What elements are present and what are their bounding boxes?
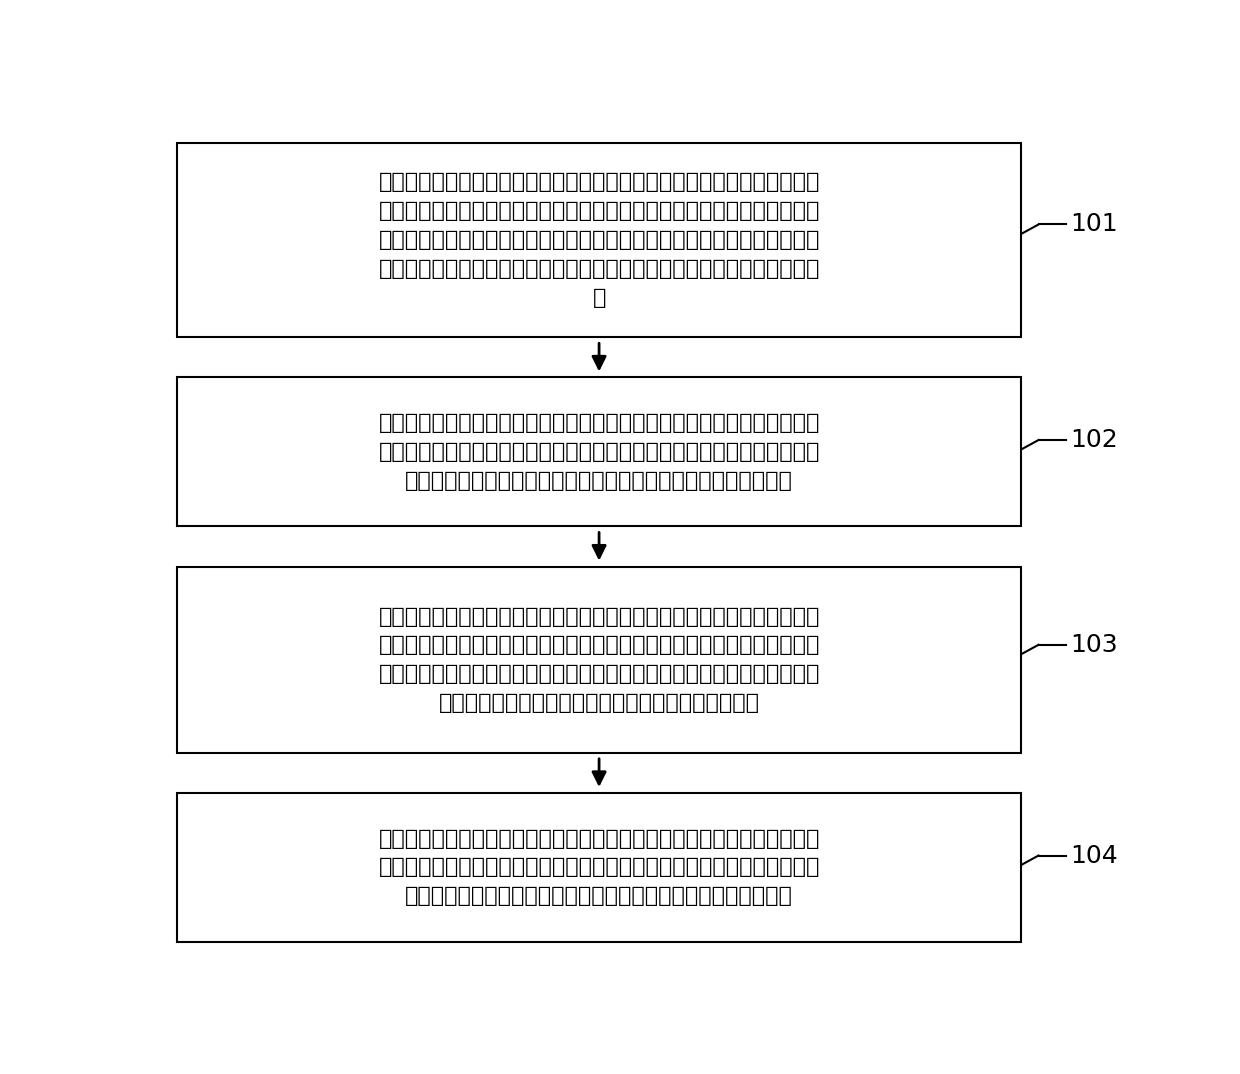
Text: 当第二目标天线发射校准信号，第一目标天线接收校准信号时，根据第二目
标天线中各天线对应的发射通道的幅相响应以及第二天线哑元的幅相响应的
差异值，分别确定第二目标: 当第二目标天线发射校准信号，第一目标天线接收校准信号时，根据第二目 标天线中各天…	[378, 607, 820, 713]
Text: 104: 104	[1070, 843, 1118, 868]
Text: 101: 101	[1070, 213, 1118, 236]
Text: 当天线阵列的第一目标天线发射校准信号，天线阵列的第二目标天线接收校
准信号时，根据第一目标天线中各天线对应的发射通道的幅相响应以及第三
天线哑元的幅相响应的差异: 当天线阵列的第一目标天线发射校准信号，天线阵列的第二目标天线接收校 准信号时，根…	[378, 173, 820, 307]
Bar	[176, 793, 1022, 942]
Text: 103: 103	[1070, 633, 1118, 657]
Text: 根据第二目标天线中各天线对应的接收通道的幅相响应以及第四天线哑元的
幅相响应的差异值，分别确定第二目标天线中各天线对应的接收通道的校准
补偿值，并对第二目标天线: 根据第二目标天线中各天线对应的接收通道的幅相响应以及第四天线哑元的 幅相响应的差…	[378, 413, 820, 491]
Text: 102: 102	[1070, 429, 1118, 452]
Bar	[176, 377, 1022, 526]
Bar	[176, 143, 1022, 337]
Bar	[176, 566, 1022, 753]
Text: 根据第一目标天线中各天线对应的接收通道的幅相响应以及第一天线哑元的
幅相响应的差异值，分别确定第一目标天线中各天线对应的接收通道的校准
补偿值，并对第一目标天线: 根据第一目标天线中各天线对应的接收通道的幅相响应以及第一天线哑元的 幅相响应的差…	[378, 829, 820, 906]
